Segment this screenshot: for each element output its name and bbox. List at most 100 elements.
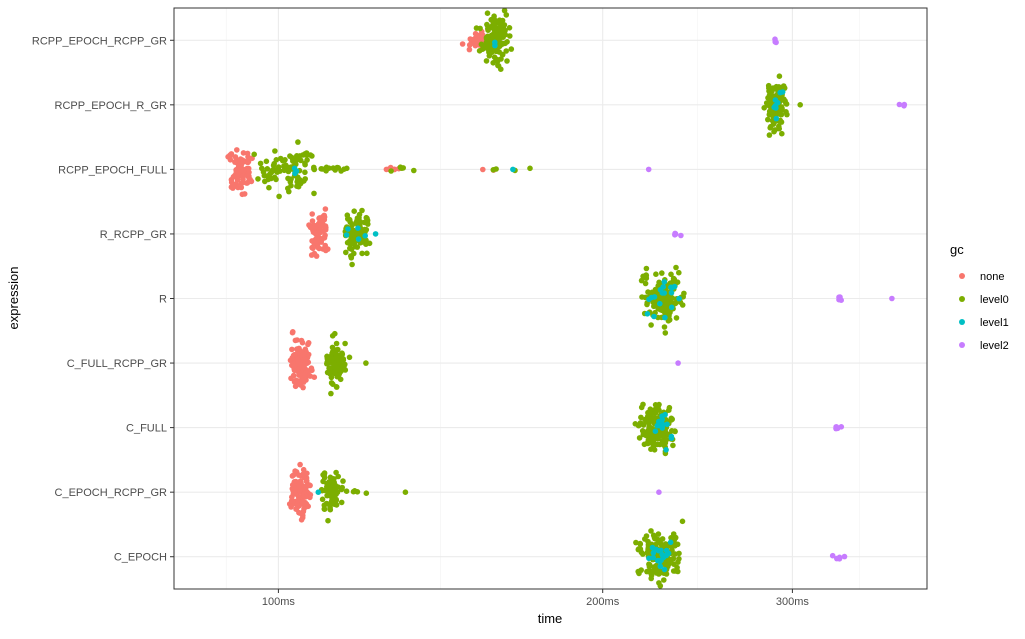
point-none xyxy=(244,150,251,157)
point-level0 xyxy=(344,165,350,172)
point-level1 xyxy=(343,232,350,238)
point-level0 xyxy=(657,441,663,448)
point-level0 xyxy=(667,309,673,316)
point-none xyxy=(309,211,316,217)
point-level0 xyxy=(659,270,665,276)
point-none xyxy=(296,380,302,387)
point-level1 xyxy=(676,295,682,302)
point-level0 xyxy=(324,369,331,376)
point-level1 xyxy=(656,418,662,425)
point-level0 xyxy=(655,531,662,537)
point-level1 xyxy=(661,566,668,573)
point-level0 xyxy=(335,372,342,379)
point-level0 xyxy=(484,33,491,40)
point-none xyxy=(459,41,466,47)
point-level1 xyxy=(655,547,662,554)
point-level0 xyxy=(638,414,644,421)
point-level0 xyxy=(670,531,677,537)
point-level0 xyxy=(765,116,771,123)
point-level0 xyxy=(645,289,651,295)
point-level0 xyxy=(363,226,370,233)
point-level0 xyxy=(326,165,332,171)
point-level2 xyxy=(678,232,684,239)
point-level0 xyxy=(656,407,662,414)
x-tick-label: 200ms xyxy=(586,596,620,608)
x-axis: 100ms 200ms 300ms xyxy=(262,589,809,608)
point-level0 xyxy=(319,496,326,503)
point-level0 xyxy=(633,539,639,546)
point-none xyxy=(240,150,247,156)
point-level0 xyxy=(411,167,417,174)
point-level0 xyxy=(259,165,265,172)
point-level0 xyxy=(302,169,308,176)
y-axis-title: expression xyxy=(6,267,21,330)
point-level2 xyxy=(841,553,848,560)
legend-key-level2 xyxy=(959,342,965,348)
point-level1 xyxy=(663,447,669,453)
point-level0 xyxy=(776,73,783,79)
point-level0 xyxy=(673,264,679,271)
point-level0 xyxy=(363,490,370,497)
point-level0 xyxy=(276,193,282,200)
point-level0 xyxy=(321,474,328,481)
point-level0 xyxy=(311,190,317,197)
point-level0 xyxy=(342,340,348,347)
point-level0 xyxy=(776,123,782,130)
point-level0 xyxy=(662,440,669,446)
point-level0 xyxy=(274,169,281,175)
y-tick-label: R xyxy=(159,294,167,306)
point-level0 xyxy=(640,401,646,408)
point-level0 xyxy=(349,261,355,268)
point-level0 xyxy=(350,227,356,233)
point-level0 xyxy=(648,572,655,578)
x-tick-label: 100ms xyxy=(262,596,296,608)
point-level0 xyxy=(672,568,678,574)
point-level0 xyxy=(658,429,664,436)
point-level0 xyxy=(662,330,669,336)
point-level0 xyxy=(638,277,645,284)
point-none xyxy=(305,341,311,348)
point-level0 xyxy=(648,528,654,534)
point-level0 xyxy=(285,168,292,175)
point-level0 xyxy=(364,215,370,222)
point-level1 xyxy=(651,313,657,320)
point-level0 xyxy=(639,294,645,300)
point-level2 xyxy=(829,552,836,559)
point-level0 xyxy=(503,48,510,54)
point-none xyxy=(230,174,237,180)
point-level0 xyxy=(351,488,358,494)
point-level0 xyxy=(351,208,358,214)
point-none xyxy=(297,347,303,354)
point-level2 xyxy=(889,295,895,302)
point-level0 xyxy=(493,57,499,63)
point-none xyxy=(467,36,474,42)
point-level0 xyxy=(499,17,506,24)
point-level0 xyxy=(333,384,340,390)
point-level0 xyxy=(335,366,341,372)
point-level0 xyxy=(351,240,358,246)
point-level0 xyxy=(779,105,785,112)
point-level0 xyxy=(676,269,682,276)
point-level0 xyxy=(251,151,257,158)
point-none xyxy=(300,471,307,477)
point-level0 xyxy=(645,439,651,446)
point-level0 xyxy=(271,174,278,181)
point-level0 xyxy=(501,22,508,28)
point-none xyxy=(466,46,473,53)
point-level0 xyxy=(329,356,335,363)
point-level0 xyxy=(506,25,513,31)
point-none xyxy=(322,206,329,212)
point-none xyxy=(316,245,323,252)
point-level0 xyxy=(357,219,364,225)
point-level1 xyxy=(662,314,668,321)
point-none xyxy=(295,368,301,375)
point-level0 xyxy=(669,428,675,434)
point-none xyxy=(302,484,308,490)
point-level1 xyxy=(668,289,675,296)
point-level0 xyxy=(359,207,365,214)
point-level0 xyxy=(397,164,404,170)
point-none xyxy=(290,472,297,479)
point-level2 xyxy=(901,103,907,109)
point-level0 xyxy=(642,536,648,542)
